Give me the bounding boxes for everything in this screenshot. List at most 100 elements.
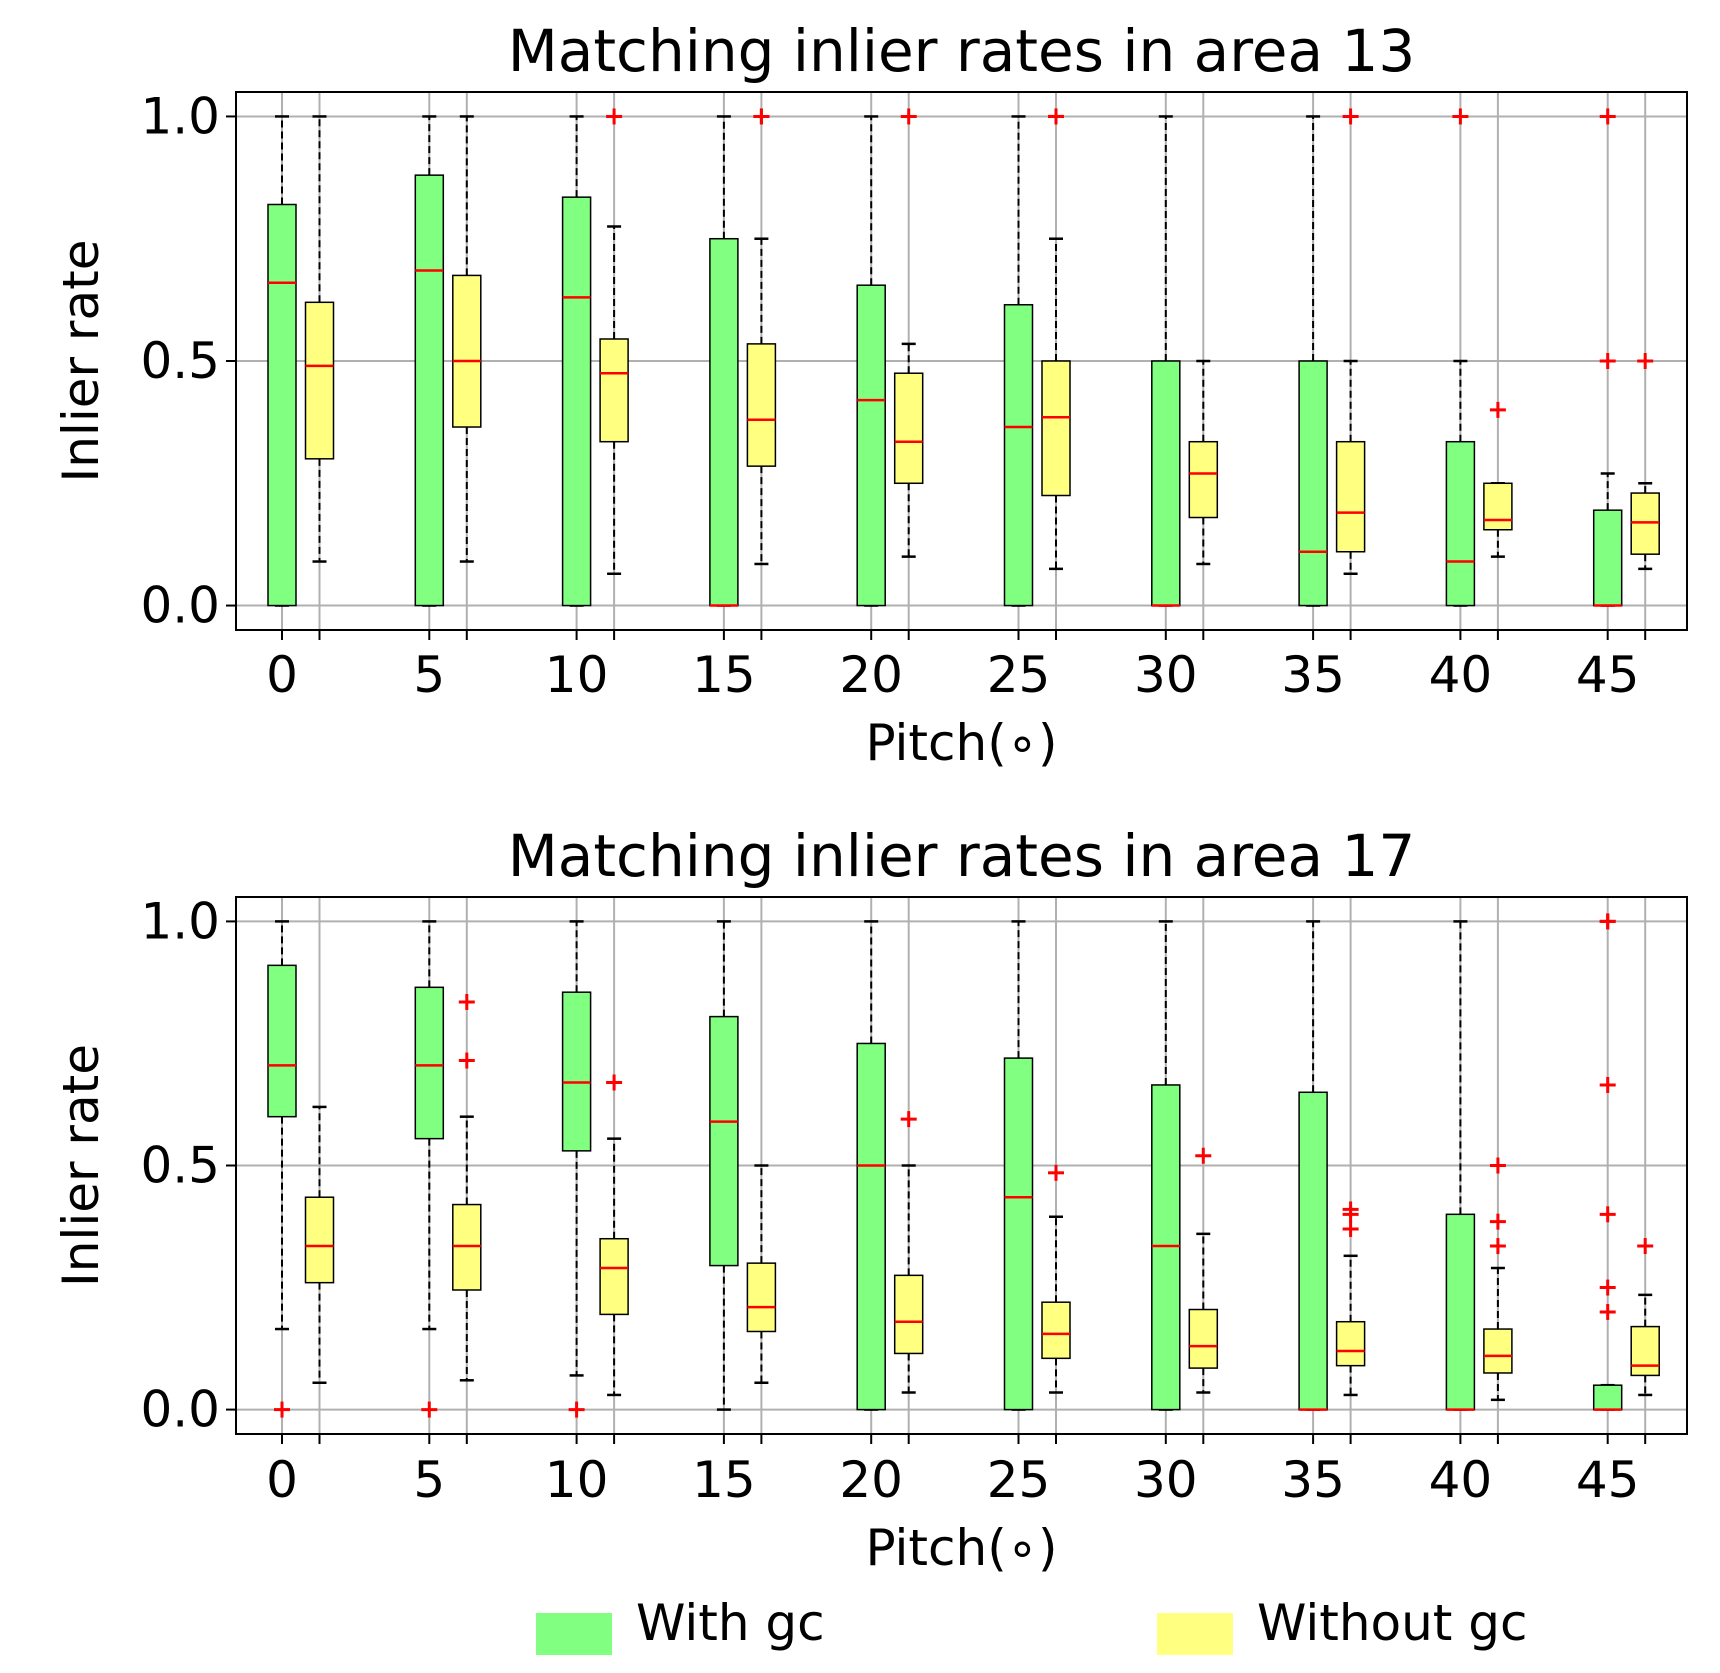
box-rect <box>1151 360 1181 607</box>
series-without-gc <box>304 993 1660 1402</box>
box-rect <box>1335 1320 1366 1367</box>
box-rect <box>599 338 629 443</box>
x-tick-label: 45 <box>1576 1451 1640 1509</box>
series-with-gc <box>267 108 1623 607</box>
box-rect <box>709 237 739 607</box>
box-25 <box>1003 920 1034 1411</box>
box-rect <box>267 964 297 1118</box>
x-tick-label: 15 <box>692 1451 756 1509</box>
box-rect <box>893 372 924 485</box>
x-tick-label: 40 <box>1429 646 1493 704</box>
y-tick-label: 1.0 <box>140 87 220 145</box>
outlier-marker <box>1599 353 1616 369</box>
box-rect <box>1445 1213 1476 1411</box>
box-rect <box>599 1237 629 1316</box>
box-rect <box>1041 360 1071 497</box>
box-0 <box>304 1105 335 1384</box>
outlier-marker <box>1637 353 1654 369</box>
outlier-marker <box>421 1401 438 1418</box>
chart-panel-2: Matching inlier rates in area 17 0.0 0.5 1.… <box>52 822 1688 1577</box>
x-tick-label: 40 <box>1429 1451 1493 1509</box>
box-rect <box>1483 482 1513 531</box>
box-35 <box>1298 920 1328 1411</box>
axes-frame <box>235 896 1688 1435</box>
chart-title: Matching inlier rates in area 17 <box>508 822 1416 890</box>
y-tick-label: 0.0 <box>140 1381 220 1439</box>
box-rect <box>414 986 445 1140</box>
series-with-gc <box>267 913 1623 1418</box>
box-rect <box>561 196 592 607</box>
legend-swatch <box>1157 1613 1233 1655</box>
legend-label: With gc <box>636 1594 825 1652</box>
box-0 <box>304 115 335 563</box>
box-35 <box>1298 115 1328 607</box>
y-axis-label: Inlier rate <box>52 240 110 483</box>
box-45 <box>1630 1238 1660 1397</box>
outlier-marker <box>1342 108 1359 125</box>
box-20 <box>893 108 924 558</box>
box-45 <box>1592 108 1623 607</box>
outlier-marker <box>1489 1213 1506 1230</box>
axes-frame <box>235 91 1688 631</box>
box-10 <box>561 115 592 607</box>
outlier-marker <box>1489 1157 1506 1174</box>
y-tick-label: 0.5 <box>140 332 220 390</box>
x-tick-label: 25 <box>987 1451 1051 1509</box>
box-rect <box>746 1262 777 1333</box>
outlier-marker <box>1195 1147 1212 1164</box>
box-30 <box>1151 920 1181 1411</box>
outlier-marker <box>606 108 623 125</box>
box-rect <box>1188 1308 1219 1369</box>
y-tick-label: 0.5 <box>140 1137 220 1195</box>
box-rect <box>856 1042 886 1411</box>
outlier-marker <box>1048 108 1064 125</box>
box-0 <box>267 115 297 607</box>
box-15 <box>746 108 777 566</box>
box-rect <box>709 1015 739 1267</box>
box-rect <box>1003 1057 1034 1411</box>
x-tick-label: 10 <box>545 1451 609 1509</box>
box-10 <box>599 1074 629 1397</box>
x-tick-label: 45 <box>1576 646 1640 704</box>
outlier-marker <box>1599 1279 1616 1296</box>
x-tick-label: 15 <box>692 646 756 704</box>
box-rect <box>1483 1328 1513 1374</box>
box-20 <box>893 1111 924 1394</box>
legend-label: Without gc <box>1257 1594 1528 1652</box>
box-rect <box>1298 360 1328 607</box>
box-40 <box>1445 920 1476 1411</box>
outlier-marker <box>1452 108 1469 125</box>
y-tick-label: 0.0 <box>140 577 220 635</box>
x-tick-label: 35 <box>1281 1451 1345 1509</box>
box-rect <box>1335 440 1366 553</box>
box-rect <box>304 301 335 460</box>
box-35 <box>1335 108 1366 576</box>
outlier-marker <box>458 993 475 1010</box>
box-rect <box>1592 1384 1623 1411</box>
x-tick-label: 0 <box>266 1451 298 1509</box>
box-rect <box>1298 1091 1328 1411</box>
outlier-marker <box>753 108 770 125</box>
box-40 <box>1483 401 1513 558</box>
x-tick-label: 5 <box>413 646 445 704</box>
box-rect <box>267 203 297 607</box>
legend: With gc Without gc <box>536 1594 1528 1655</box>
box-5 <box>452 993 482 1382</box>
box-30 <box>1188 359 1219 566</box>
box-rect <box>1445 440 1476 607</box>
x-axis-label: Pitch(∘) <box>865 1519 1057 1577</box>
box-rect <box>1188 440 1219 519</box>
x-tick-label: 10 <box>545 646 609 704</box>
box-rect <box>1630 1325 1660 1377</box>
x-tick-label: 30 <box>1134 1451 1198 1509</box>
box-25 <box>1041 108 1071 571</box>
x-tick-label: 35 <box>1281 646 1345 704</box>
box-rect <box>1003 304 1034 607</box>
outlier-marker <box>1637 1238 1654 1255</box>
outlier-marker <box>900 1111 917 1128</box>
outlier-marker <box>1489 401 1506 418</box>
box-15 <box>709 115 739 607</box>
box-rect <box>304 1196 335 1284</box>
